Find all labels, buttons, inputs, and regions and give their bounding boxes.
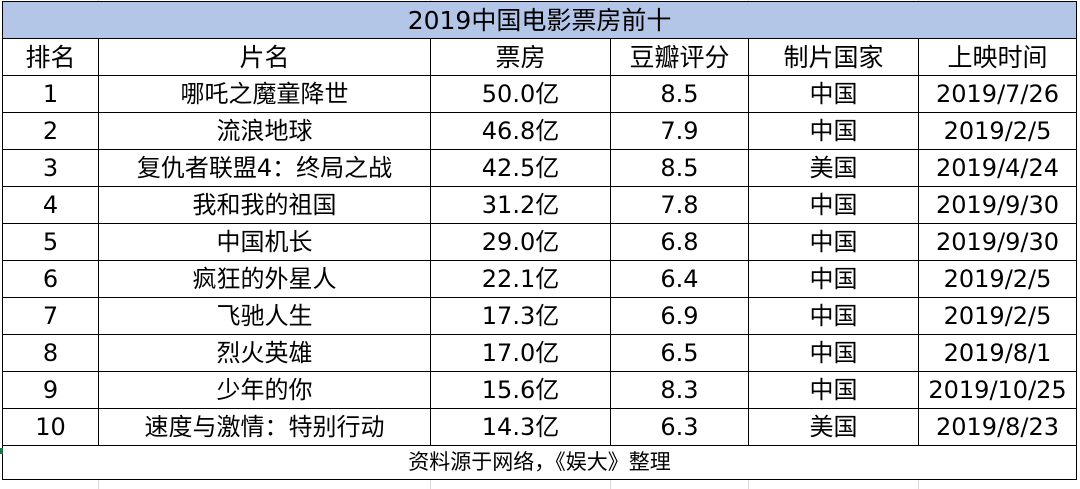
cell-box-office[interactable]: 17.0亿 (430, 334, 611, 372)
cell-box-office[interactable]: 14.3亿 (430, 408, 611, 446)
cell-rank[interactable]: 8 (2, 334, 99, 372)
cell-box-office[interactable]: 42.5亿 (430, 149, 611, 187)
cell-douban-score[interactable]: 6.3 (610, 408, 749, 446)
cell-country[interactable]: 中国 (748, 75, 919, 113)
cell-release-date[interactable]: 2019/9/30 (917, 186, 1078, 224)
cell-douban-score[interactable]: 8.3 (610, 371, 749, 409)
cell-box-office[interactable]: 31.2亿 (430, 186, 611, 224)
cell-title[interactable]: 飞驰人生 (98, 297, 431, 335)
cell-country[interactable]: 中国 (748, 223, 919, 261)
table-title[interactable]: 2019中国电影票房前十 (1, 1, 1078, 39)
cell-title[interactable]: 哪吒之魔童降世 (98, 75, 431, 113)
cell-box-office[interactable]: 22.1亿 (430, 260, 611, 298)
table-row: 6 疯狂的外星人 22.1亿 6.4 中国 2019/2/5 (2, 260, 1078, 298)
cell-country[interactable]: 中国 (748, 112, 919, 150)
table-row: 8 烈火英雄 17.0亿 6.5 中国 2019/8/1 (2, 334, 1078, 372)
table-row: 9 少年的你 15.6亿 8.3 中国 2019/10/25 (2, 371, 1078, 409)
footer-row: 资料源于网络，《娱大》整理 (1, 445, 1078, 480)
cell-douban-score[interactable]: 8.5 (610, 149, 749, 187)
cell-release-date[interactable]: 2019/8/23 (917, 408, 1078, 446)
cell-douban-score[interactable]: 7.9 (610, 112, 749, 150)
cell-rank[interactable]: 9 (2, 371, 99, 409)
cell-release-date[interactable]: 2019/9/30 (917, 223, 1078, 261)
table-row: 7 飞驰人生 17.3亿 6.9 中国 2019/2/5 (2, 297, 1078, 335)
table-row: 10 速度与激情：特别行动 14.3亿 6.3 美国 2019/8/23 (2, 408, 1078, 446)
cell-douban-score[interactable]: 6.8 (610, 223, 749, 261)
cell-title[interactable]: 少年的你 (98, 371, 431, 409)
cell-rank[interactable]: 6 (2, 260, 99, 298)
table-row: 1 哪吒之魔童降世 50.0亿 8.5 中国 2019/7/26 (2, 75, 1078, 113)
header-douban-score[interactable]: 豆瓣评分 (610, 38, 749, 76)
table-row: 2 流浪地球 46.8亿 7.9 中国 2019/2/5 (2, 112, 1078, 150)
cell-release-date[interactable]: 2019/2/5 (917, 112, 1078, 150)
cell-release-date[interactable]: 2019/2/5 (917, 260, 1078, 298)
cell-douban-score[interactable]: 6.5 (610, 334, 749, 372)
cell-release-date[interactable]: 2019/2/5 (917, 297, 1078, 335)
cell-douban-score[interactable]: 6.9 (610, 297, 749, 335)
title-row: 2019中国电影票房前十 (1, 1, 1078, 39)
cell-country[interactable]: 中国 (748, 334, 919, 372)
cell-rank[interactable]: 2 (2, 112, 99, 150)
cell-title[interactable]: 中国机长 (98, 223, 431, 261)
cell-douban-score[interactable]: 8.5 (610, 75, 749, 113)
source-note[interactable]: 资料源于网络，《娱大》整理 (1, 445, 1078, 480)
cell-title[interactable]: 烈火英雄 (98, 334, 431, 372)
header-country[interactable]: 制片国家 (748, 38, 919, 76)
cell-box-office[interactable]: 29.0亿 (430, 223, 611, 261)
cell-douban-score[interactable]: 6.4 (610, 260, 749, 298)
cell-country[interactable]: 中国 (748, 260, 919, 298)
cell-release-date[interactable]: 2019/8/1 (917, 334, 1078, 372)
cell-title[interactable]: 我和我的祖国 (98, 186, 431, 224)
cell-rank[interactable]: 4 (2, 186, 99, 224)
cell-box-office[interactable]: 15.6亿 (430, 371, 611, 409)
cell-country[interactable]: 中国 (748, 186, 919, 224)
header-title[interactable]: 片名 (98, 38, 431, 76)
cell-country[interactable]: 中国 (748, 297, 919, 335)
cell-rank[interactable]: 1 (2, 75, 99, 113)
header-row: 排名 片名 票房 豆瓣评分 制片国家 上映时间 (2, 38, 1078, 76)
cell-rank[interactable]: 10 (2, 408, 99, 446)
table-row: 5 中国机长 29.0亿 6.8 中国 2019/9/30 (2, 223, 1078, 261)
cell-box-office[interactable]: 46.8亿 (430, 112, 611, 150)
header-box-office[interactable]: 票房 (430, 38, 611, 76)
cell-box-office[interactable]: 50.0亿 (430, 75, 611, 113)
box-office-table: 2019中国电影票房前十 排名 片名 票房 豆瓣评分 制片国家 上映时间 1 哪吒之魔童降世… (1, 1, 1078, 480)
table-row: 4 我和我的祖国 31.2亿 7.8 中国 2019/9/30 (2, 186, 1078, 224)
cell-release-date[interactable]: 2019/10/25 (917, 371, 1078, 409)
cell-title[interactable]: 复仇者联盟4：终局之战 (98, 149, 431, 187)
cell-title[interactable]: 速度与激情：特别行动 (98, 408, 431, 446)
cell-rank[interactable]: 3 (2, 149, 99, 187)
cell-release-date[interactable]: 2019/4/24 (917, 149, 1078, 187)
cell-selection-marker (0, 448, 3, 454)
cell-title[interactable]: 疯狂的外星人 (98, 260, 431, 298)
cell-douban-score[interactable]: 7.8 (610, 186, 749, 224)
cell-rank[interactable]: 7 (2, 297, 99, 335)
cell-country[interactable]: 中国 (748, 371, 919, 409)
cell-rank[interactable]: 5 (2, 223, 99, 261)
cell-country[interactable]: 美国 (748, 149, 919, 187)
header-rank[interactable]: 排名 (2, 38, 99, 76)
header-release-date[interactable]: 上映时间 (917, 38, 1078, 76)
cell-release-date[interactable]: 2019/7/26 (917, 75, 1078, 113)
cell-box-office[interactable]: 17.3亿 (430, 297, 611, 335)
cell-title[interactable]: 流浪地球 (98, 112, 431, 150)
table-row: 3 复仇者联盟4：终局之战 42.5亿 8.5 美国 2019/4/24 (2, 149, 1078, 187)
cell-country[interactable]: 美国 (748, 408, 919, 446)
